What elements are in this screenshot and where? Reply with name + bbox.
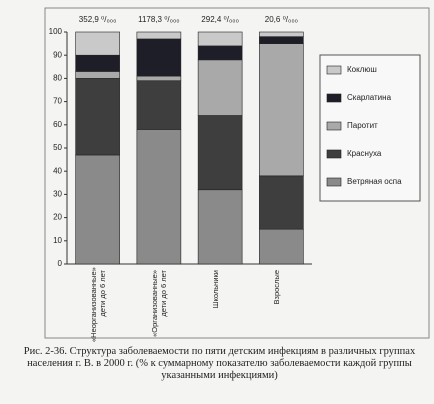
- bar-segment: [259, 175, 304, 230]
- bar-segment: [136, 129, 182, 265]
- bar-annotation: 20,6 ⁰/₀₀₀: [265, 15, 298, 24]
- bar-annotation: 352,9 ⁰/₀₀₀: [79, 15, 117, 24]
- legend-label: Скарлатина: [347, 93, 392, 102]
- y-tick-label: 60: [53, 120, 62, 129]
- bar-segment: [197, 115, 243, 191]
- x-tick-label: «Организованные» дети до 6 лет: [149, 270, 168, 337]
- bar-segment: [75, 54, 120, 72]
- bar-segment: [75, 31, 120, 56]
- bar-segment: [136, 31, 182, 40]
- bar-segment: [259, 36, 304, 44]
- y-tick-label: 50: [53, 143, 62, 152]
- legend-swatch: [326, 177, 342, 187]
- x-tick-label: Школьники: [211, 270, 221, 309]
- chart: 0 10 20 30 40 50 60 70 80 90 100 352,9 ⁰/₀₀₀ 1178,3 …: [44, 7, 430, 339]
- bar-segment: [75, 154, 120, 265]
- y-tick-label: 40: [53, 166, 62, 175]
- bar-annotation: 1178,3 ⁰/₀₀₀: [138, 15, 180, 24]
- bar-segment: [136, 80, 182, 130]
- y-tick-label: 100: [49, 27, 63, 36]
- legend-swatch: [326, 65, 342, 75]
- bar-segment: [197, 189, 243, 265]
- bar-segment: [75, 71, 120, 79]
- bar-segment: [197, 31, 243, 47]
- legend-swatch: [326, 121, 342, 131]
- y-tick-label: 20: [53, 213, 62, 222]
- legend-label: Паротит: [347, 121, 378, 130]
- x-tick-label: Взрослые: [272, 270, 282, 305]
- legend-swatch: [326, 93, 342, 103]
- bar-segment: [136, 38, 182, 77]
- bar-segment: [197, 45, 243, 61]
- legend-label: Краснуха: [347, 149, 382, 158]
- chart-frame: [44, 7, 430, 339]
- bar-segment: [259, 43, 304, 177]
- y-tick-label: 90: [53, 50, 62, 59]
- legend-swatch: [326, 149, 342, 159]
- bar-segment: [259, 31, 304, 37]
- y-tick-label: 10: [53, 236, 62, 245]
- bar-segment: [75, 78, 120, 156]
- bar-annotation: 292,4 ⁰/₀₀₀: [201, 15, 239, 24]
- y-tick-label: 30: [53, 190, 62, 199]
- bar-segment: [136, 75, 182, 82]
- caption: Рис. 2-36. Структура заболеваемости по п…: [23, 346, 416, 381]
- bar-segment: [259, 228, 304, 265]
- legend-label: Ветряная оспа: [347, 177, 402, 186]
- y-tick-label: 80: [53, 74, 62, 83]
- bar-segment: [197, 59, 243, 116]
- x-tick-label: «Неорганизованные» дети до 6 лет: [88, 267, 107, 342]
- y-tick-label: 0: [58, 259, 63, 268]
- legend-label: Коклюш: [347, 65, 377, 74]
- y-tick-label: 70: [53, 97, 62, 106]
